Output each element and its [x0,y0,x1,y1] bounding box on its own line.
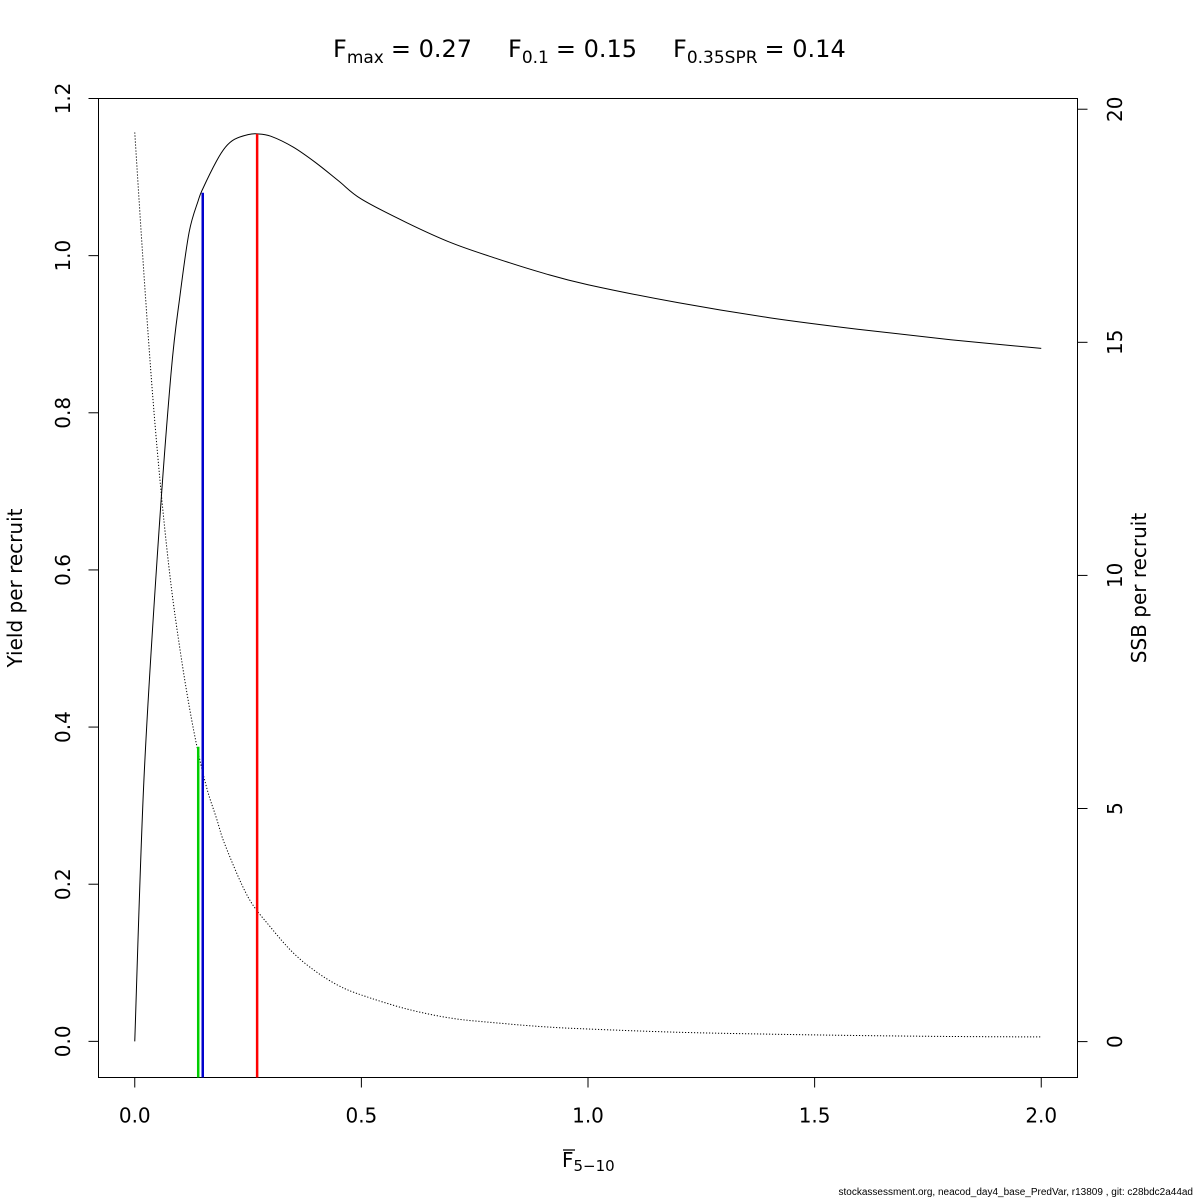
chart-title-f01: F0.1 = 0.15 [508,35,637,68]
fmax-sub: max [347,48,384,68]
y-left-tick-label: 0.2 [51,868,75,900]
chart-title-fmax: Fmax = 0.27 [333,35,472,68]
yield-per-recruit-line [134,133,1042,1042]
x-axis-label-group: F5−10 [562,1148,615,1175]
series-layer [134,132,1042,1042]
reference-lines [196,133,259,1078]
fmax-symbol: F [333,35,347,63]
footer-text: stockassessment.org, neacod_day4_base_Pr… [838,1187,1194,1198]
x-tick-label: 1.0 [572,1104,604,1128]
x-tick-label: 2.0 [1025,1104,1057,1128]
x-axis-label-sub: 5−10 [574,1157,615,1175]
y-right-tick-label: 5 [1103,802,1127,815]
f035spr-symbol: F [673,35,687,63]
y-right-tick-label: 20 [1103,96,1127,121]
fmax-value: = 0.27 [391,35,472,63]
y-left-axis-label: Yield per recruit [3,508,27,668]
y-left-tick-label: 0.4 [51,711,75,743]
chart-title-f035spr: F0.35SPR = 0.14 [673,35,846,68]
y-left-tick-label: 0.0 [51,1025,75,1057]
y-right-axis-label: SSB per recruit [1127,513,1151,664]
x-axis-label-symbol: F [562,1148,574,1172]
y-right-tick-label: 15 [1103,330,1127,355]
y-right-tick-label: 10 [1103,563,1127,588]
x-tick-label: 0.0 [119,1104,151,1128]
y-left-tick-label: 0.8 [51,397,75,429]
y-left-tick-label: 1.0 [51,240,75,272]
y-right-tick-label: 0 [1103,1035,1127,1048]
y-left-tick-label: 0.6 [51,554,75,586]
x-axis: 0.0 0.5 1.0 1.5 2.0 [119,1077,1057,1128]
f035spr-value: = 0.14 [765,35,846,63]
x-tick-label: 1.5 [799,1104,831,1128]
f01-symbol: F [508,35,522,63]
f035spr-sub: 0.35SPR [687,48,758,68]
x-tick-label: 0.5 [345,1104,377,1128]
f01-value: = 0.15 [556,35,637,63]
y-left-axis: 0.0 0.2 0.4 0.6 0.8 1.0 1.2 [51,83,99,1057]
x-axis-label: F5−10 [562,1148,615,1175]
y-left-tick-label: 1.2 [51,83,75,115]
y-right-axis: 0 5 10 15 20 [1077,96,1127,1048]
f01-sub: 0.1 [522,48,549,68]
